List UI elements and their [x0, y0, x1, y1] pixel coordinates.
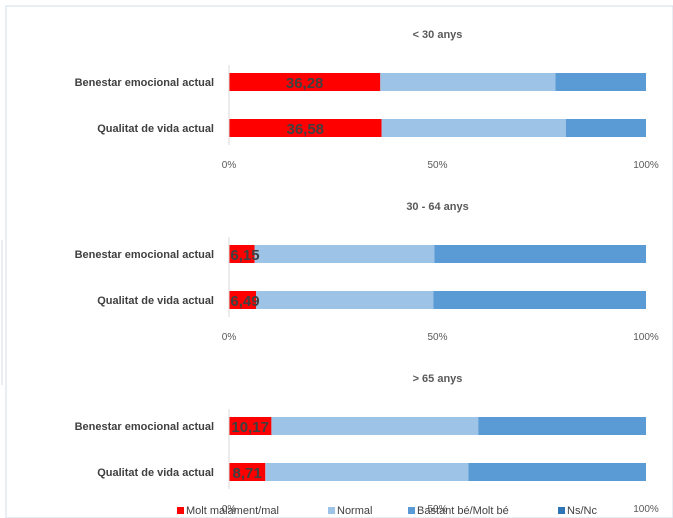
- chart-panel-2: 30 - 64 anys Benestar emocional actual 6,1…: [75, 201, 659, 343]
- bar-segment: [229, 417, 272, 435]
- bar-segment: [254, 245, 435, 263]
- panel-title: 30 - 64 anys: [406, 201, 468, 213]
- bar-segment: [229, 73, 381, 91]
- legend: Molt malament/mal Normal Bastant bé/Molt b…: [177, 505, 597, 517]
- chart-panel-3: > 65 anys Benestar emocional actual 10,17 Q…: [75, 373, 659, 515]
- legend-item: Molt malament/mal: [177, 505, 279, 517]
- panel-title: > 65 anys: [413, 373, 463, 385]
- data-label: 8,71: [233, 465, 262, 482]
- bar-segment: [434, 245, 646, 263]
- bar-segment: [478, 417, 646, 435]
- data-label: 10,17: [231, 419, 269, 436]
- legend-swatch: [408, 507, 415, 514]
- panel-title: < 30 anys: [413, 29, 463, 41]
- data-label: 6,15: [230, 247, 259, 264]
- bar-segment: [468, 463, 646, 481]
- category-label: Benestar emocional actual: [75, 421, 214, 433]
- legend-label: Molt malament/mal: [186, 505, 279, 517]
- bar-segment: [565, 119, 646, 137]
- bar-segment: [229, 245, 255, 263]
- bar-segment: [229, 291, 257, 309]
- bar-segment: [256, 291, 434, 309]
- x-tick-label: 100%: [633, 160, 659, 171]
- x-tick-label: 0%: [222, 160, 237, 171]
- chart-panels: < 30 anys Benestar emocional actual 36,28 Q…: [75, 29, 659, 515]
- bar-segment: [229, 119, 382, 137]
- chart-panel-1: < 30 anys Benestar emocional actual 36,28 Q…: [75, 29, 659, 171]
- bar-segment: [271, 417, 479, 435]
- data-label: 6,49: [230, 293, 259, 310]
- category-label: Benestar emocional actual: [75, 249, 214, 261]
- x-tick-label: 100%: [633, 504, 659, 515]
- category-label: Benestar emocional actual: [75, 77, 214, 89]
- x-tick-label: 50%: [427, 332, 447, 343]
- x-tick-label: 0%: [222, 504, 237, 515]
- legend-label: Ns/Nc: [567, 505, 597, 517]
- legend-swatch: [328, 507, 335, 514]
- bar-segment: [380, 73, 556, 91]
- data-label: 36,58: [286, 121, 324, 138]
- x-tick-label: 0%: [222, 332, 237, 343]
- data-label: 36,28: [286, 75, 324, 92]
- x-tick-label: 50%: [427, 504, 447, 515]
- bar-segment: [555, 73, 646, 91]
- x-tick-label: 50%: [427, 160, 447, 171]
- category-label: Qualitat de vida actual: [97, 123, 214, 135]
- bar-segment: [433, 291, 646, 309]
- legend-item: Normal: [328, 505, 372, 517]
- category-label: Qualitat de vida actual: [97, 295, 214, 307]
- bar-segment: [229, 463, 266, 481]
- bar-segment: [381, 119, 566, 137]
- legend-label: Normal: [337, 505, 372, 517]
- legend-item: Bastant bé/Molt bé: [408, 505, 509, 517]
- legend-item: Ns/Nc: [558, 505, 597, 517]
- category-label: Qualitat de vida actual: [97, 467, 214, 479]
- x-tick-label: 100%: [633, 332, 659, 343]
- legend-swatch: [177, 507, 184, 514]
- legend-label: Bastant bé/Molt bé: [417, 505, 509, 517]
- bar-segment: [265, 463, 469, 481]
- legend-swatch: [558, 507, 565, 514]
